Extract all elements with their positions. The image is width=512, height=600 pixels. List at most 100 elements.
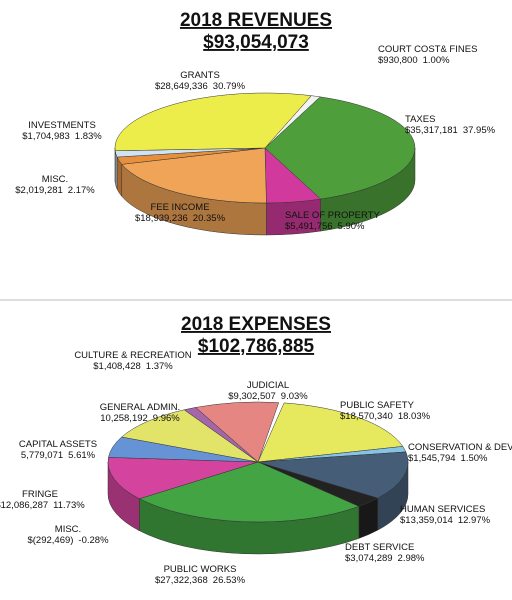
slice-figures: $35,317,181 37.95%	[405, 125, 496, 136]
slice-figures: $18,939,236 20.35%	[135, 213, 226, 224]
slice-figures: 5,779,071 5.61%	[21, 450, 96, 461]
slice-amount: $35,317,181	[405, 125, 458, 136]
slice	[121, 147, 267, 204]
chart-title: 2018 EXPENSES	[181, 314, 331, 335]
slice-figures: $18,570,340 18.03%	[340, 411, 431, 422]
slice-name: MISC.	[42, 174, 68, 185]
slice-label: DEBT SERVICE$3,074,289 2.98%	[345, 542, 425, 564]
slice-label: CONSERVATION & DEV.$1,545,794 1.50%	[408, 442, 512, 464]
slice-name: JUDICIAL	[247, 380, 289, 391]
slice-name: MISC.	[55, 524, 81, 535]
slice-amount: $9,302,507	[228, 391, 276, 402]
slice-amount: $18,939,236	[135, 213, 188, 224]
slice-percent: 18.03%	[398, 411, 431, 422]
slice-amount: $5,491,756	[285, 221, 333, 232]
slice-amount: $27,322,368	[155, 575, 208, 586]
slice-amount: $1,408,428	[93, 361, 141, 372]
slice	[257, 402, 404, 463]
slice-amount: $1,704,983	[22, 131, 70, 142]
chart-total: $102,786,885	[198, 336, 315, 357]
slice	[195, 401, 280, 463]
pie-chart: 2018 REVENUES$93,054,073 COURT COST& FINE…	[15, 10, 496, 236]
pie-sides	[107, 461, 409, 555]
slice-amount: $(292,469)	[27, 535, 73, 546]
slice-figures: $1,408,428 1.37%	[93, 361, 173, 372]
slice-name: CAPITAL ASSETS	[19, 439, 97, 450]
slice-name: HUMAN SERVICES	[400, 504, 485, 515]
slice-figures: $1,545,794 1.50%	[408, 453, 488, 464]
slice	[264, 96, 416, 200]
slice-amount: $2,019,281	[15, 185, 63, 196]
slice-percent: 1.83%	[75, 131, 102, 142]
slice-name: TAXES	[405, 114, 435, 125]
slice-percent: 37.95%	[463, 125, 496, 136]
slice	[121, 409, 259, 463]
slice-amount: $930,800	[378, 55, 418, 66]
slice-amount: 5,779,071	[21, 450, 63, 461]
slice-name: COURT COST& FINES	[378, 44, 477, 55]
slice-name: PUBLIC WORKS	[164, 564, 237, 575]
slice-label: FRINGE$12,086,287 11.73%	[0, 489, 85, 511]
slice-figures: $5,491,756 5.90%	[285, 221, 365, 232]
slice-name: DEBT SERVICE	[345, 542, 414, 553]
slice-label: PUBLIC SAFETY$18,570,340 18.03%	[340, 400, 431, 422]
slice-percent: 2.17%	[68, 185, 95, 196]
slice-figures: $(292,469) -0.28%	[27, 535, 109, 546]
slice-figures: $1,704,983 1.83%	[22, 131, 102, 142]
slice-amount: $1,545,794	[408, 453, 456, 464]
slice-amount: $12,086,287	[0, 500, 48, 511]
slice-label: JUDICIAL$9,302,507 9.03%	[228, 380, 308, 402]
slice-figures: $28,649,336 30.79%	[155, 81, 246, 92]
slice-label: HUMAN SERVICES$13,359,014 12.97%	[400, 504, 491, 526]
slice-label: PUBLIC WORKS$27,322,368 26.53%	[155, 564, 246, 586]
slice-label: MISC.$(292,469) -0.28%	[27, 524, 109, 546]
slice-figures: $3,074,289 2.98%	[345, 553, 425, 564]
slice-percent: -0.28%	[78, 535, 109, 546]
slice-percent: 26.53%	[213, 575, 246, 586]
pie-tops	[114, 92, 416, 204]
slice-name: SALE OF PROPERTY	[285, 210, 381, 221]
slice-label: GENERAL ADMIN.10,258,192 9.96%	[100, 402, 181, 424]
slice-name: PUBLIC SAFETY	[340, 400, 415, 411]
slice-percent: 9.03%	[281, 391, 308, 402]
slice-name: INVESTMENTS	[28, 120, 96, 131]
slice-amount: $18,570,340	[340, 411, 393, 422]
slice-name: GENERAL ADMIN.	[100, 402, 180, 413]
slice-label: TAXES$35,317,181 37.95%	[405, 114, 496, 136]
chart-total: $93,054,073	[203, 32, 309, 53]
slice-figures: $930,800 1.00%	[378, 55, 450, 66]
slice-name: CULTURE & RECREATION	[74, 350, 191, 361]
slice-figures: 10,258,192 9.96%	[100, 413, 180, 424]
slice-name: GRANTS	[180, 70, 220, 81]
slice-amount: $28,649,336	[155, 81, 208, 92]
slice-figures: $9,302,507 9.03%	[228, 391, 308, 402]
slice-name: FRINGE	[22, 489, 58, 500]
slice-percent: 5.61%	[68, 450, 95, 461]
slice-percent: 9.96%	[153, 413, 180, 424]
slice-percent: 11.73%	[53, 500, 85, 511]
slice-name: FEE INCOME	[150, 202, 209, 213]
slice	[107, 457, 259, 500]
slice-label: FEE INCOME$18,939,236 20.35%	[135, 202, 226, 224]
slice-percent: 1.37%	[146, 361, 173, 372]
slice	[257, 451, 409, 499]
slice-figures: $2,019,281 2.17%	[15, 185, 95, 196]
slice-label: CULTURE & RECREATION$1,408,428 1.37%	[74, 350, 191, 372]
slice-label: SALE OF PROPERTY$5,491,756 5.90%	[285, 210, 381, 232]
slice-amount: $13,359,014	[400, 515, 453, 526]
slice-figures: $12,086,287 11.73%	[0, 500, 85, 511]
slice-label: COURT COST& FINES$930,800 1.00%	[378, 44, 477, 66]
slice-percent: 20.35%	[193, 213, 226, 224]
slice-amount: 10,258,192	[100, 413, 148, 424]
slice-percent: 30.79%	[213, 81, 246, 92]
chart-title: 2018 REVENUES	[180, 10, 332, 31]
slice	[137, 461, 360, 523]
slice-label: MISC.$2,019,281 2.17%	[15, 174, 95, 196]
slice-label: GRANTS$28,649,336 30.79%	[155, 70, 246, 92]
slice-figures: $13,359,014 12.97%	[400, 515, 491, 526]
slice-name: CONSERVATION & DEV.	[408, 442, 512, 453]
